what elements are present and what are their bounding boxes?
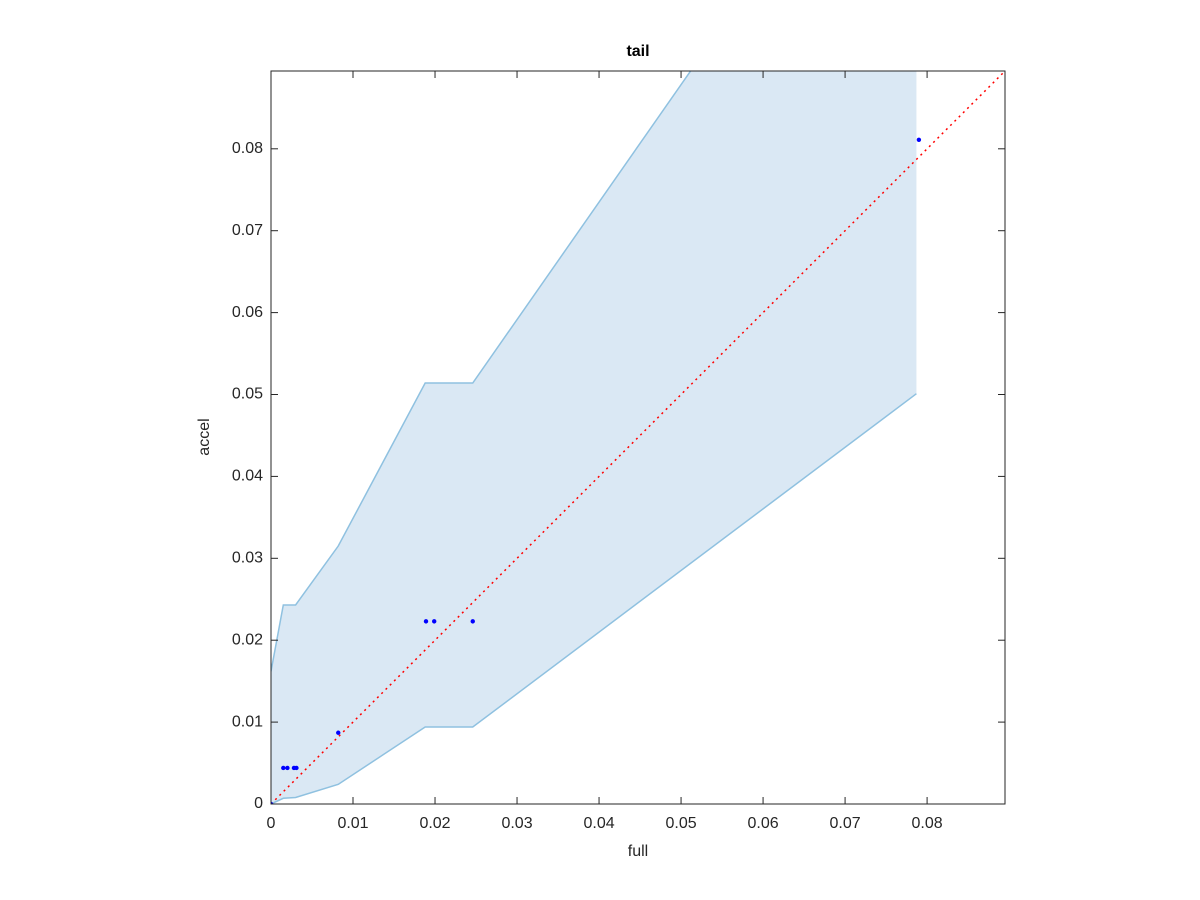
confidence-band bbox=[271, 71, 917, 804]
x-tick-label: 0.08 bbox=[912, 815, 943, 832]
x-tick-label: 0.02 bbox=[419, 815, 450, 832]
data-point bbox=[285, 765, 290, 771]
data-point bbox=[423, 619, 429, 624]
x-axis-label: full bbox=[628, 843, 648, 860]
x-tick-label: 0.07 bbox=[830, 815, 861, 832]
band-upper-edge bbox=[271, 71, 692, 672]
plot-area bbox=[271, 71, 1005, 804]
x-tick-label: 0.05 bbox=[665, 815, 696, 832]
data-point bbox=[294, 765, 299, 771]
data-point bbox=[916, 137, 922, 142]
y-tick-label: 0.08 bbox=[232, 140, 263, 157]
x-tick-label: 0.04 bbox=[583, 815, 614, 832]
data-point bbox=[271, 801, 274, 804]
y-tick-label: 0.01 bbox=[232, 713, 263, 730]
x-tick-label: 0.03 bbox=[501, 815, 532, 832]
x-tick-label: 0 bbox=[267, 815, 276, 832]
y-tick-label: 0.04 bbox=[232, 468, 263, 485]
y-tick-label: 0.07 bbox=[232, 222, 263, 239]
x-tick-label: 0.01 bbox=[337, 815, 368, 832]
y-tick-label: 0.02 bbox=[232, 631, 263, 648]
reference-line bbox=[271, 71, 1005, 804]
y-tick-label: 0.06 bbox=[232, 304, 263, 321]
y-tick-label: 0 bbox=[254, 795, 263, 812]
x-tick-label: 0.06 bbox=[747, 815, 778, 832]
y-tick-label: 0.03 bbox=[232, 550, 263, 567]
chart-title: tail bbox=[626, 43, 649, 60]
data-point bbox=[336, 730, 341, 735]
y-tick-label: 0.05 bbox=[232, 386, 263, 403]
data-point bbox=[432, 619, 437, 624]
data-point bbox=[470, 619, 475, 624]
data-point bbox=[281, 765, 286, 771]
y-axis-label: accel bbox=[196, 418, 213, 455]
axes-box bbox=[270, 70, 1006, 805]
band-lower-edge bbox=[271, 393, 917, 804]
